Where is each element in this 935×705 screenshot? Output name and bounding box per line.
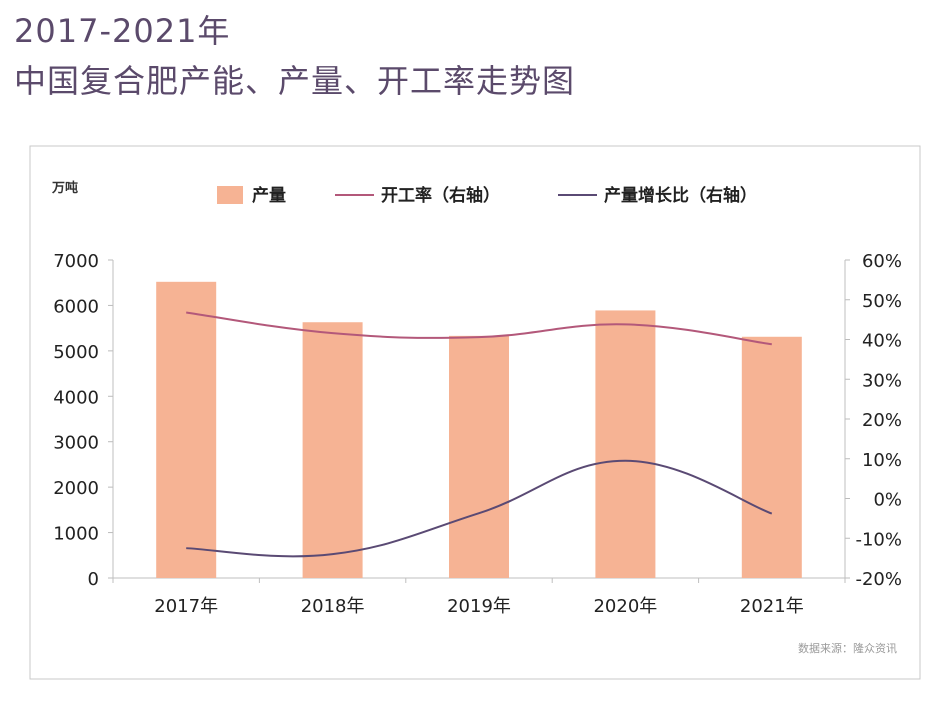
x-tick-label: 2020年 [593,596,657,617]
left-tick-label: 1000 [53,524,99,545]
x-tick-label: 2017年 [154,596,218,617]
source-note: 数据来源：隆众资讯 [798,642,897,655]
x-tick-label: 2021年 [740,596,804,617]
right-tick-label: 0% [873,490,902,511]
left-tick-label: 2000 [53,478,99,499]
bar-production [595,310,656,578]
bar-production [449,335,509,578]
right-tick-label: -20% [855,569,902,590]
legend-swatch-bar [217,186,243,204]
right-tick-label: 40% [862,331,902,352]
right-tick-label: 10% [862,450,902,471]
title-line-1: 2017-2021年 [14,12,231,50]
title-line-2: 中国复合肥产能、产量、开工率走势图 [14,62,576,100]
left-tick-label: 5000 [53,342,99,363]
legend-label-growth: 产量增长比（右轴） [604,185,757,206]
right-tick-label: 30% [862,370,902,391]
x-tick-label: 2018年 [301,596,365,617]
legend-label-production: 产量 [252,185,286,206]
x-tick-label: 2019年 [447,596,511,617]
bar-production [156,281,217,578]
left-tick-label: 6000 [53,296,99,317]
left-tick-label: 0 [88,569,99,590]
left-tick-label: 3000 [53,433,99,454]
bar-production [741,336,802,578]
right-tick-label: -10% [855,529,902,550]
bar-production [302,322,363,578]
right-tick-label: 60% [862,251,902,272]
right-tick-label: 20% [862,410,902,431]
left-axis-unit: 万吨 [51,180,78,196]
legend-label-rate: 开工率（右轴） [381,185,500,206]
left-tick-label: 4000 [53,387,99,408]
right-tick-label: 50% [862,291,902,312]
legend: 产量 开工率（右轴） 产量增长比（右轴） [217,185,757,206]
left-tick-label: 7000 [53,251,99,272]
